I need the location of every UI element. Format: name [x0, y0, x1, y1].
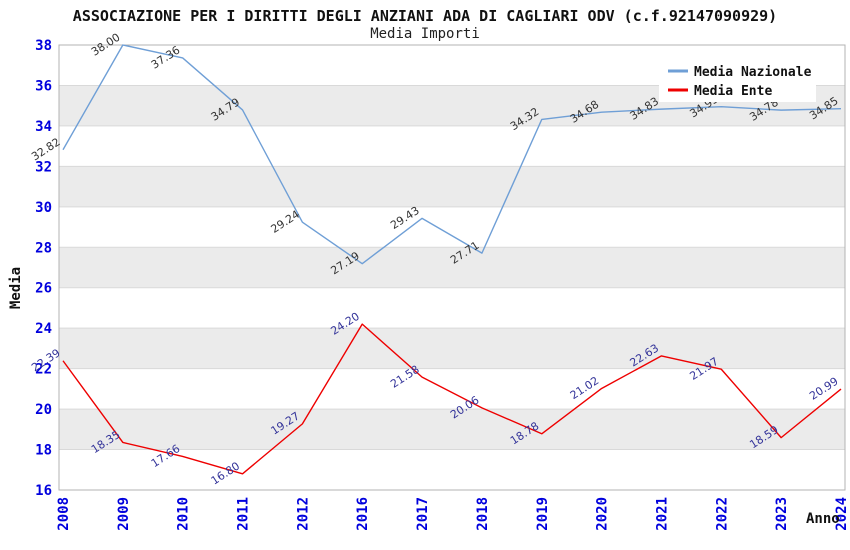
point-label: 20.99 — [807, 375, 840, 403]
x-axis-title: Anno — [806, 511, 840, 527]
point-label: 29.24 — [269, 208, 302, 236]
y-tick-label: 38 — [35, 38, 52, 54]
y-tick-label: 24 — [35, 321, 52, 337]
x-tick-label: 2019 — [535, 497, 551, 531]
y-tick-label: 30 — [35, 200, 52, 216]
y-tick-label: 32 — [35, 159, 52, 175]
legend-label: Media Ente — [694, 84, 772, 99]
plot-band — [59, 409, 845, 450]
x-tick-label: 2012 — [295, 497, 311, 531]
y-axis-title: Media — [8, 267, 24, 309]
x-tick-label: 2020 — [595, 497, 611, 531]
chart-title: ASSOCIAZIONE PER I DIRITTI DEGLI ANZIANI… — [72, 7, 778, 25]
legend-label: Media Nazionale — [694, 65, 812, 80]
plot-band — [59, 247, 845, 288]
x-tick-label: 2021 — [654, 497, 670, 531]
point-label: 37.36 — [149, 44, 182, 72]
y-tick-label: 28 — [35, 240, 52, 256]
point-label: 21.02 — [568, 374, 601, 402]
plot-band — [59, 166, 845, 207]
x-tick-label: 2008 — [56, 497, 72, 531]
series-line-media-ente — [62, 323, 842, 475]
x-tick-label: 2017 — [415, 497, 431, 531]
chart-subtitle: Media Importi — [370, 26, 480, 42]
point-label: 16.80 — [209, 459, 242, 487]
x-tick-label: 2011 — [236, 497, 252, 531]
y-tick-label: 20 — [35, 402, 52, 418]
x-tick-label: 2022 — [714, 497, 730, 531]
point-label: 29.43 — [388, 204, 421, 232]
x-tick-label: 2023 — [774, 497, 790, 531]
legend-box — [659, 56, 816, 102]
y-tick-label: 18 — [35, 443, 52, 459]
plot-border — [58, 44, 846, 491]
y-tick-label: 36 — [35, 78, 52, 94]
y-tick-label: 16 — [35, 483, 52, 499]
y-tick-label: 34 — [35, 119, 52, 135]
x-tick-label: 2024 — [834, 497, 850, 531]
y-tick-label: 22 — [35, 362, 52, 378]
x-tick-label: 2010 — [176, 497, 192, 531]
x-tick-label: 2016 — [355, 497, 371, 531]
x-tick-label: 2009 — [116, 497, 132, 531]
y-tick-label: 26 — [35, 281, 52, 297]
x-tick-label: 2018 — [475, 497, 491, 531]
series-line-media-nazionale — [62, 44, 842, 265]
plot-band — [59, 328, 845, 369]
